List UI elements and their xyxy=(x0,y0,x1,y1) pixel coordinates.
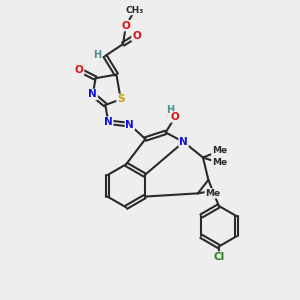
Text: Me: Me xyxy=(212,146,227,155)
Text: O: O xyxy=(132,31,141,41)
Text: O: O xyxy=(171,112,180,122)
Text: Cl: Cl xyxy=(213,252,224,262)
Text: S: S xyxy=(117,94,124,104)
Text: H: H xyxy=(166,105,174,115)
Text: O: O xyxy=(122,21,130,31)
Text: Me: Me xyxy=(205,189,220,198)
Text: O: O xyxy=(75,65,84,75)
Text: H: H xyxy=(93,50,101,60)
Text: N: N xyxy=(104,117,113,127)
Text: Me: Me xyxy=(212,158,227,167)
Text: N: N xyxy=(88,89,97,99)
Text: CH₃: CH₃ xyxy=(126,6,144,15)
Text: N: N xyxy=(179,137,188,147)
Text: N: N xyxy=(125,120,134,130)
